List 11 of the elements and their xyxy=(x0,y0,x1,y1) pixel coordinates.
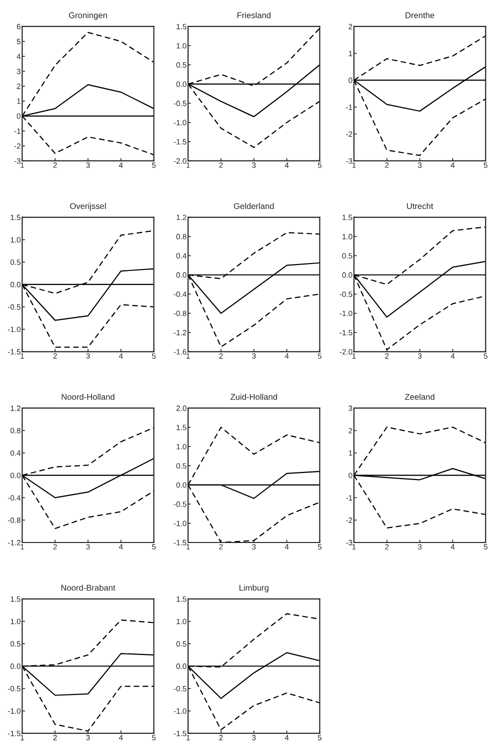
chart-title: Groningen xyxy=(68,12,107,20)
chart-title: Noord-Brabant xyxy=(61,584,116,591)
chart-title: Limburg xyxy=(240,584,268,592)
chart-title: Zuid-Holland xyxy=(230,394,277,400)
chart-title: Zeeland xyxy=(404,394,434,400)
chart-title: Utrecht xyxy=(406,202,434,210)
chart-title: Overijssel xyxy=(70,202,106,211)
chart-title: Friesland xyxy=(237,12,270,18)
chart-title: Gelderland xyxy=(234,202,274,210)
chart-title: Drenthe xyxy=(406,12,434,18)
chart-title: Noord-Holland xyxy=(62,394,114,400)
